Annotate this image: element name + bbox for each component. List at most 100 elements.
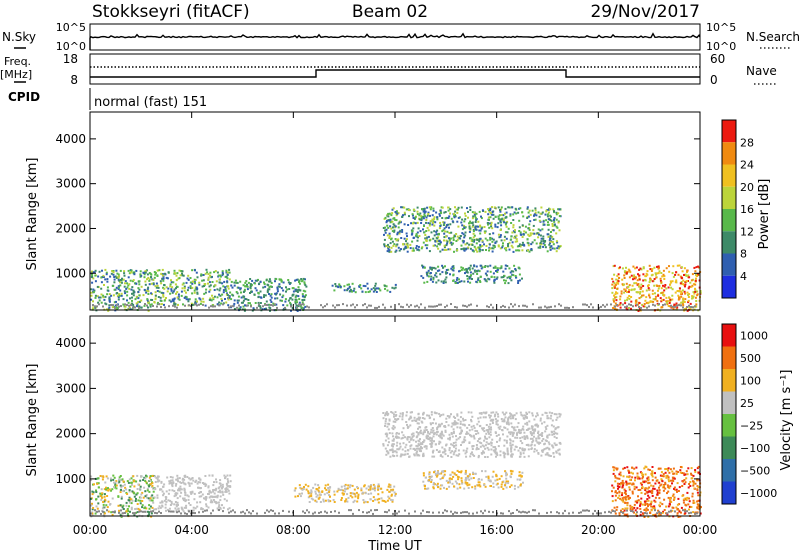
data-cell (195, 271, 198, 274)
data-cell (332, 499, 335, 501)
data-cell (221, 299, 223, 302)
data-cell (226, 294, 229, 297)
data-cell (198, 495, 201, 498)
data-cell (481, 209, 484, 212)
data-cell (496, 453, 498, 456)
data-cell (405, 246, 408, 249)
data-cell (694, 279, 697, 282)
data-cell (215, 501, 217, 504)
data-cell (429, 477, 432, 480)
data-cell (258, 282, 261, 285)
data-cell (104, 302, 107, 305)
data-cell (440, 430, 443, 433)
data-cell (224, 289, 227, 292)
data-cell (415, 444, 418, 447)
data-cell (432, 435, 435, 438)
data-cell (268, 280, 271, 283)
data-cell (626, 271, 629, 273)
data-cell (298, 281, 300, 283)
data-cell (170, 279, 172, 282)
ground-scatter-cell (678, 304, 680, 307)
data-cell (621, 278, 624, 281)
data-cell (396, 441, 399, 444)
data-cell (528, 250, 531, 253)
data-cell (535, 242, 538, 245)
data-cell (177, 277, 180, 280)
data-cell (221, 271, 224, 274)
data-cell (148, 278, 151, 281)
data-cell (558, 453, 561, 456)
data-cell (489, 431, 492, 434)
data-cell (505, 486, 508, 489)
data-cell (280, 280, 283, 283)
data-cell (441, 264, 444, 267)
data-cell (489, 222, 492, 225)
data-cell (259, 306, 262, 309)
data-cell (389, 455, 392, 458)
data-cell (634, 509, 637, 512)
data-cell (186, 289, 189, 292)
power-colorbar-label: Power [dB] (757, 179, 772, 250)
ground-scatter-cell (306, 305, 308, 308)
data-cell (515, 238, 518, 241)
data-cell (170, 289, 173, 292)
data-cell (444, 271, 447, 274)
data-cell (138, 508, 141, 511)
data-cell (199, 481, 202, 484)
data-cell (649, 300, 652, 303)
data-cell (439, 436, 442, 439)
data-cell (133, 495, 136, 498)
data-cell (224, 490, 227, 493)
data-cell (489, 423, 492, 426)
data-cell (491, 422, 494, 424)
data-cell (391, 240, 394, 243)
data-cell (183, 285, 186, 288)
data-cell (420, 218, 423, 221)
data-cell (634, 302, 637, 305)
data-cell (457, 216, 460, 219)
data-cell (631, 476, 634, 479)
data-cell (171, 286, 174, 289)
data-cell (395, 451, 398, 454)
data-cell (315, 500, 318, 503)
data-cell (466, 275, 469, 277)
data-cell (505, 411, 508, 414)
data-cell (295, 294, 298, 297)
data-cell (93, 289, 96, 292)
ground-scatter-cell (444, 306, 446, 309)
data-cell (357, 495, 360, 498)
data-cell (544, 453, 547, 456)
data-cell (426, 414, 429, 417)
data-cell (401, 412, 404, 415)
data-cell (422, 265, 425, 268)
data-cell (126, 512, 129, 515)
ground-scatter-cell (188, 304, 190, 307)
data-cell (448, 477, 451, 480)
data-cell (425, 239, 428, 242)
data-cell (387, 247, 390, 250)
data-cell (551, 445, 554, 448)
data-cell (294, 301, 297, 303)
data-cell (310, 492, 313, 495)
data-cell (164, 272, 166, 275)
data-cell (183, 497, 186, 500)
data-cell (182, 481, 185, 484)
ground-scatter-cell (356, 304, 358, 307)
data-cell (521, 211, 524, 214)
data-cell (160, 481, 163, 484)
data-cell (370, 484, 372, 487)
data-cell (232, 294, 235, 297)
power-ylabel: Slant Range [km] (25, 158, 40, 271)
data-cell (369, 485, 372, 488)
data-cell (384, 229, 387, 232)
data-cell (480, 215, 482, 218)
data-cell (160, 300, 163, 302)
data-cell (558, 247, 560, 250)
data-cell (641, 303, 644, 306)
data-cell (364, 285, 367, 288)
data-cell (491, 211, 494, 213)
data-cell (426, 226, 429, 229)
data-cell (423, 211, 426, 214)
data-cell (546, 233, 549, 236)
